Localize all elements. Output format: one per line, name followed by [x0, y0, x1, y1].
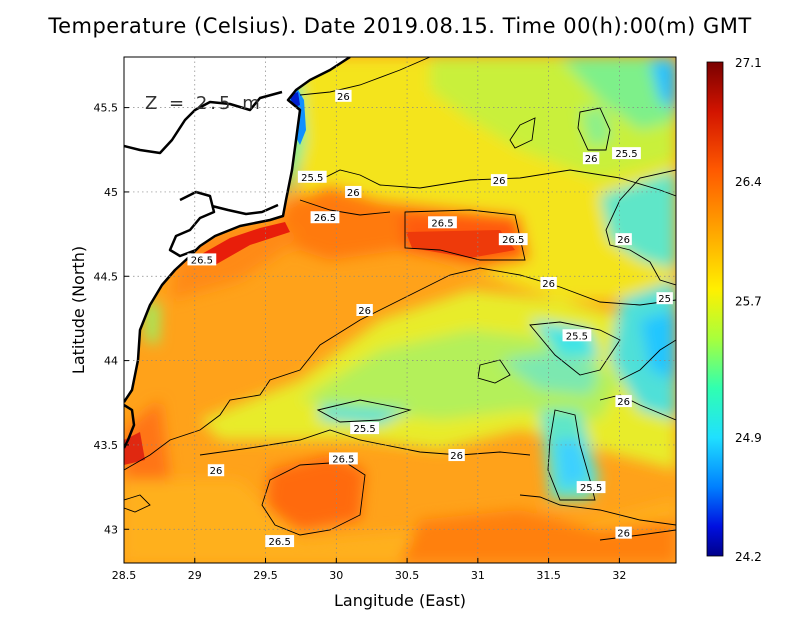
contour-label: 26: [358, 306, 371, 317]
y-tick-label: 44: [104, 355, 118, 368]
x-tick-label: 30: [329, 569, 343, 582]
contour-label: 26.5: [502, 235, 524, 246]
colorbar-tick-label: 27.1: [735, 56, 762, 70]
contour-label: 26.5: [314, 213, 336, 224]
contour-label: 26.5: [191, 255, 213, 266]
x-axis-label: Langitude (East): [334, 591, 466, 610]
x-tick-label: 29: [188, 569, 202, 582]
contour-label: 26: [585, 154, 598, 165]
contour-label: 25.5: [566, 331, 588, 342]
y-tick-label: 44.5: [94, 270, 119, 283]
x-tick-label: 30.5: [395, 569, 420, 582]
y-tick-label: 45: [104, 186, 118, 199]
contour-label: 25.5: [301, 173, 323, 184]
contour-label: 26: [210, 466, 223, 477]
contour-label: 26: [337, 92, 350, 103]
colorbar-tick-label: 25.7: [735, 294, 762, 308]
y-tick-label: 43.5: [94, 439, 119, 452]
x-tick-label: 29.5: [253, 569, 278, 582]
colorbar-ticks: 27.1 26.4 25.7 24.9 24.2: [735, 56, 762, 564]
contour-label: 26: [450, 451, 463, 462]
contour-label: 26.5: [269, 537, 291, 548]
contour-label: 25.5: [615, 149, 637, 160]
contour-label: 25.5: [353, 424, 375, 435]
contour-label: 26.5: [431, 218, 453, 229]
contour-label: 26: [617, 529, 630, 540]
contour-label: 25: [658, 294, 671, 305]
contour-label: 25.5: [580, 483, 602, 494]
x-tick-label: 31: [471, 569, 485, 582]
colorbar-tick-label: 26.4: [735, 175, 762, 189]
x-tick-label: 32: [612, 569, 626, 582]
colorbar-tick-label: 24.2: [735, 550, 762, 564]
depth-annotation: Z = 2.5 m: [145, 93, 263, 114]
y-tick-label: 45.5: [94, 102, 119, 115]
contour-label: 26: [617, 235, 630, 246]
colorbar: [707, 62, 723, 556]
contour-label: 26: [493, 176, 506, 187]
x-tick-label: 28.5: [112, 569, 137, 582]
y-tick-label: 43: [104, 523, 118, 536]
contour-label: 26.5: [332, 454, 354, 465]
y-axis-label: Latitude (North): [69, 246, 88, 374]
x-tick-label: 31.5: [536, 569, 561, 582]
contour-label: 26: [617, 397, 630, 408]
contour-label: 26: [542, 279, 555, 290]
colorbar-tick-label: 24.9: [735, 431, 762, 445]
contour-label: 26: [347, 188, 360, 199]
